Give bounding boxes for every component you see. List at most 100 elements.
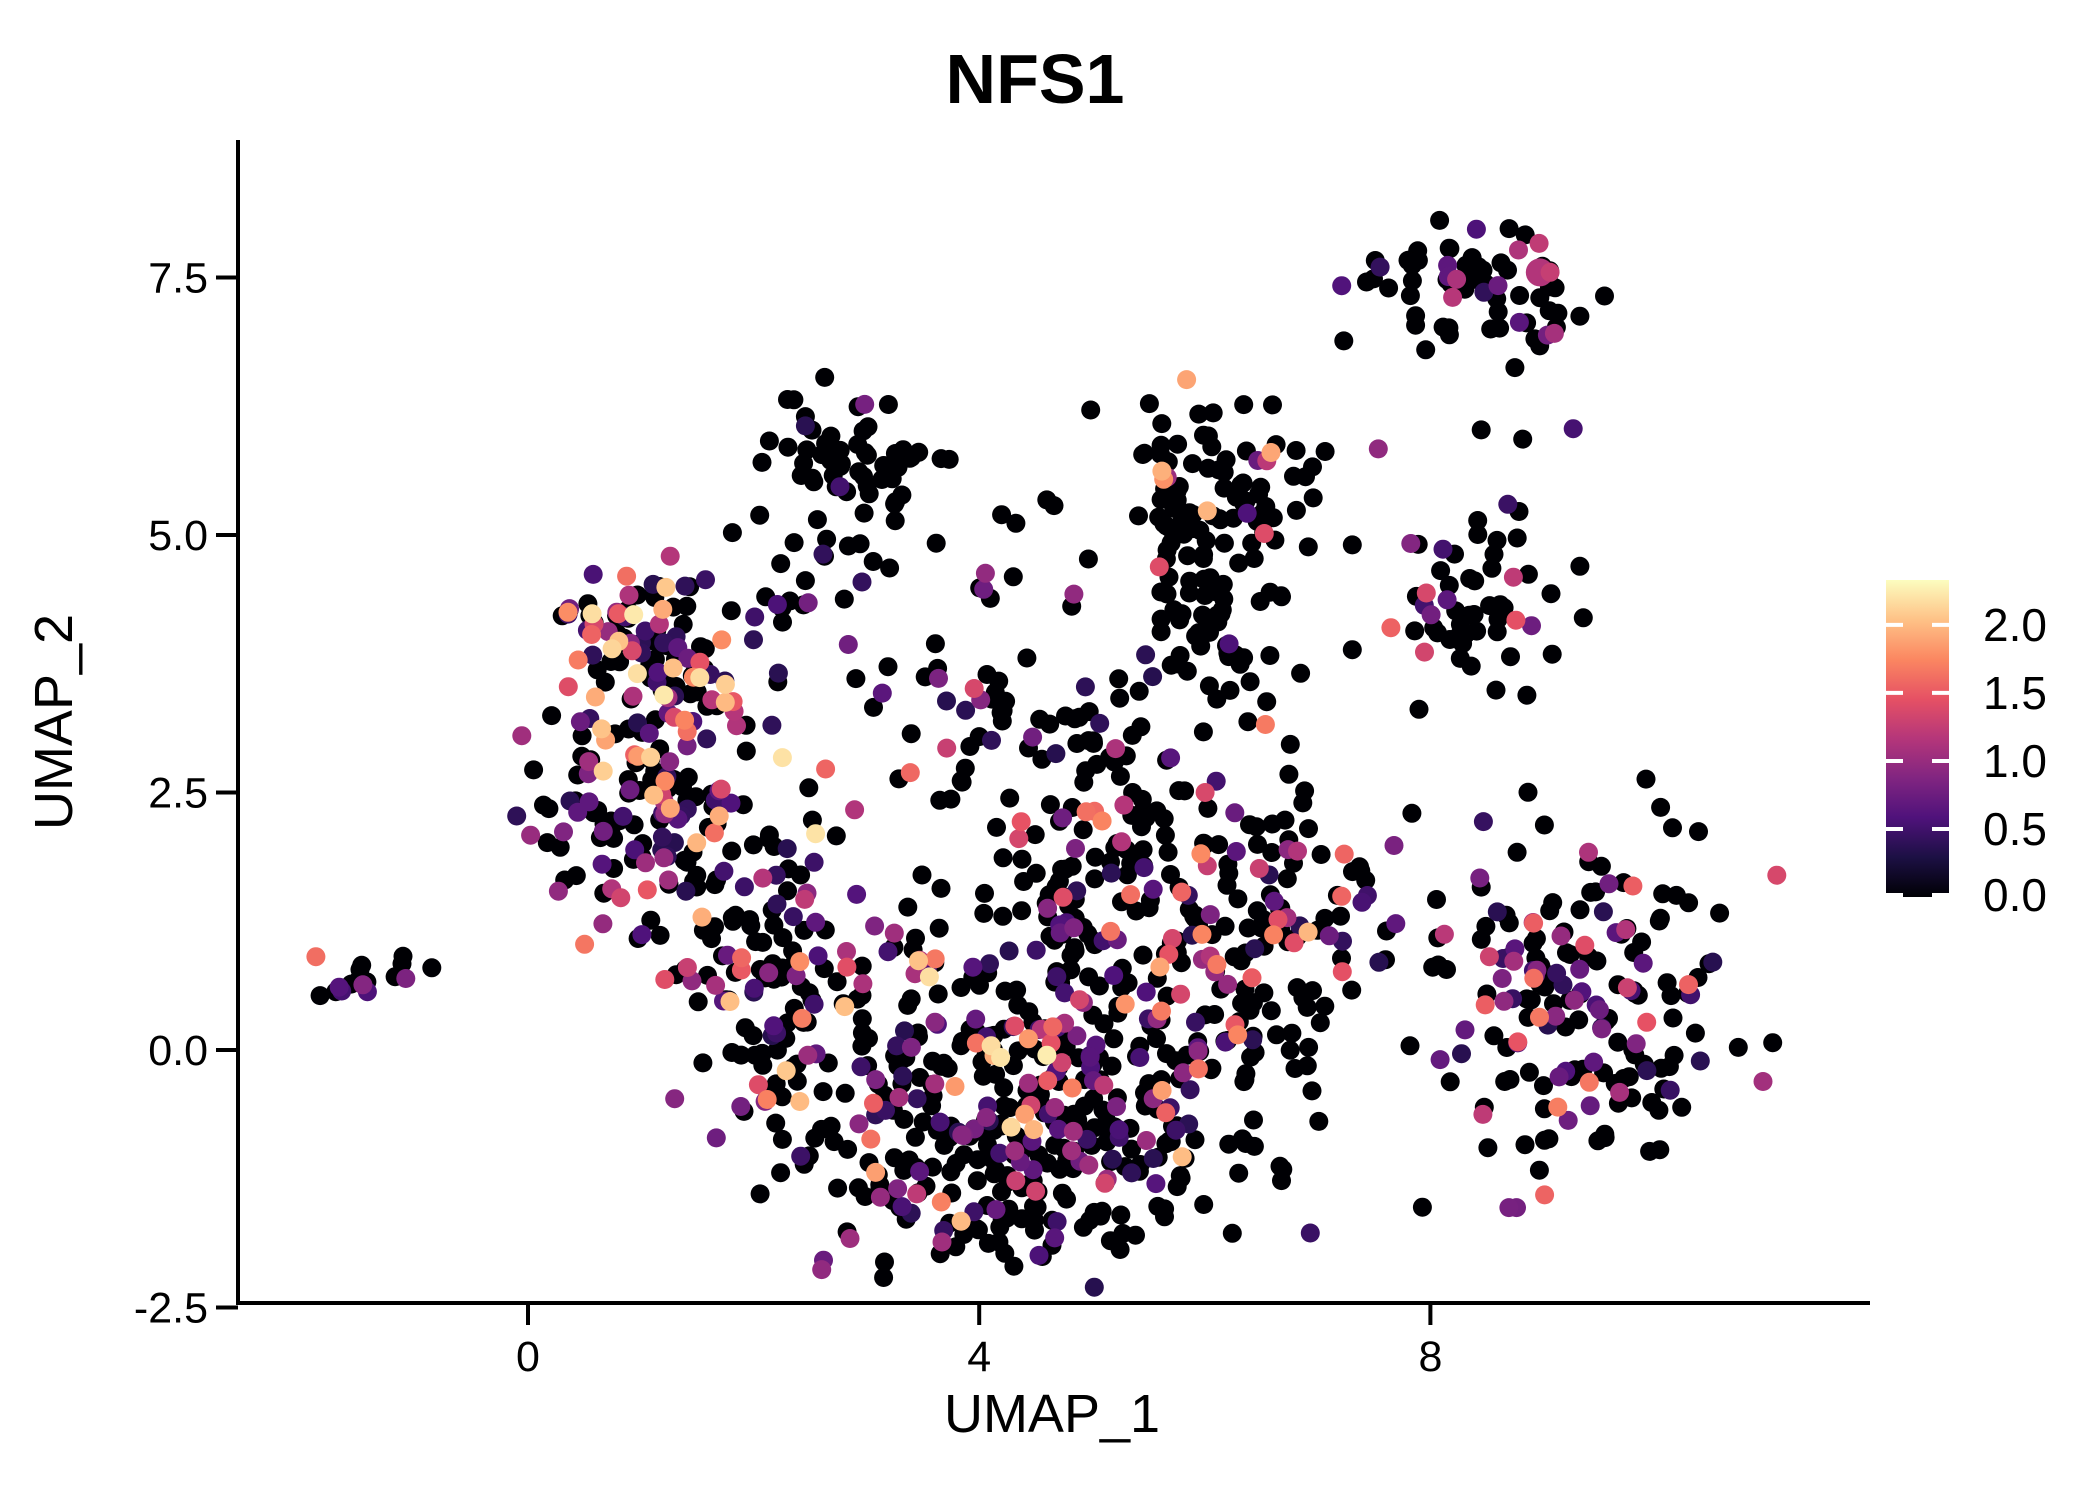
data-point	[1254, 524, 1274, 543]
data-point	[771, 1163, 791, 1183]
data-point	[1488, 609, 1508, 629]
data-point	[849, 1114, 869, 1134]
data-point	[655, 970, 675, 989]
data-point	[740, 910, 760, 930]
data-point	[1080, 1047, 1100, 1067]
data-point	[1203, 403, 1223, 423]
data-point	[931, 878, 951, 898]
data-point	[1012, 849, 1032, 869]
data-point	[1151, 490, 1171, 509]
data-point	[570, 712, 590, 732]
data-point	[837, 957, 857, 977]
data-point	[1066, 839, 1085, 858]
data-point	[925, 1074, 945, 1094]
data-point	[951, 771, 971, 791]
data-point	[1501, 647, 1520, 667]
data-point	[978, 1233, 998, 1253]
data-point	[649, 614, 669, 634]
y-tick-label: 2.5	[148, 770, 208, 818]
data-point	[1481, 319, 1501, 339]
data-point	[1188, 1041, 1208, 1061]
data-point	[893, 1066, 913, 1086]
data-point	[744, 978, 764, 998]
data-point	[711, 779, 731, 799]
data-point	[807, 510, 827, 530]
data-point	[813, 1082, 833, 1102]
data-point	[931, 449, 951, 469]
data-point	[1026, 1181, 1046, 1201]
data-point	[1663, 818, 1682, 838]
data-point	[542, 706, 562, 726]
data-point	[1110, 1240, 1130, 1259]
data-point	[1133, 840, 1153, 860]
data-point	[736, 741, 756, 761]
data-point	[1011, 812, 1031, 832]
data-point	[1214, 589, 1234, 609]
data-point	[1579, 842, 1598, 862]
data-point	[1015, 1104, 1035, 1124]
data-point	[888, 1179, 908, 1199]
data-point	[723, 911, 743, 931]
data-point	[1075, 677, 1095, 697]
data-point	[1249, 859, 1269, 878]
data-point	[835, 997, 855, 1017]
data-point	[692, 907, 712, 927]
data-point	[815, 367, 835, 387]
data-point	[1464, 605, 1484, 624]
data-point	[1029, 1245, 1049, 1265]
data-point	[1092, 811, 1112, 831]
data-point	[1104, 1029, 1124, 1049]
data-point	[722, 841, 742, 861]
data-point	[1195, 783, 1215, 802]
data-point	[1001, 1117, 1021, 1137]
data-point	[593, 914, 613, 934]
data-point	[1487, 902, 1507, 922]
data-point	[874, 1268, 894, 1287]
data-point	[974, 903, 994, 923]
data-point	[1132, 789, 1152, 809]
data-point	[963, 957, 983, 977]
data-point	[1534, 1076, 1553, 1096]
data-point	[1175, 781, 1195, 801]
data-point	[838, 536, 858, 556]
data-point	[635, 621, 655, 641]
data-point	[1661, 986, 1681, 1006]
data-point	[1296, 467, 1315, 487]
data-point	[1139, 898, 1159, 918]
data-point	[930, 1112, 950, 1132]
data-point	[1508, 1032, 1528, 1052]
data-point	[1084, 1277, 1104, 1297]
data-point	[1286, 441, 1306, 460]
data-point	[653, 599, 673, 619]
data-point	[568, 650, 588, 670]
data-point	[1515, 1135, 1535, 1155]
data-point	[1248, 834, 1267, 854]
data-point	[1356, 870, 1376, 890]
data-point	[1431, 561, 1451, 581]
data-point	[753, 868, 773, 888]
data-point	[1198, 426, 1218, 446]
data-point	[1232, 1129, 1252, 1149]
data-point	[704, 823, 724, 843]
data-point	[1049, 1119, 1068, 1139]
data-point	[1593, 902, 1613, 922]
data-point	[1167, 481, 1187, 501]
data-point	[821, 450, 841, 470]
data-point	[720, 992, 740, 1011]
data-point	[1151, 444, 1170, 464]
colorbar-tick-label: 0.5	[1983, 803, 2047, 855]
data-point	[1101, 863, 1121, 883]
data-point	[1406, 315, 1426, 335]
data-point	[650, 925, 670, 945]
data-point	[750, 505, 770, 525]
color-legend: 2.0 1.5 1.0 0.5 0.0	[1886, 580, 2047, 921]
data-point	[675, 576, 695, 596]
data-point	[1379, 278, 1399, 298]
data-point	[674, 850, 694, 870]
data-point	[1255, 715, 1275, 734]
data-point	[731, 1097, 751, 1116]
x-tick-label: 4	[967, 1333, 991, 1381]
data-point	[722, 1043, 742, 1062]
data-point	[976, 1108, 996, 1127]
data-point	[1115, 994, 1135, 1014]
